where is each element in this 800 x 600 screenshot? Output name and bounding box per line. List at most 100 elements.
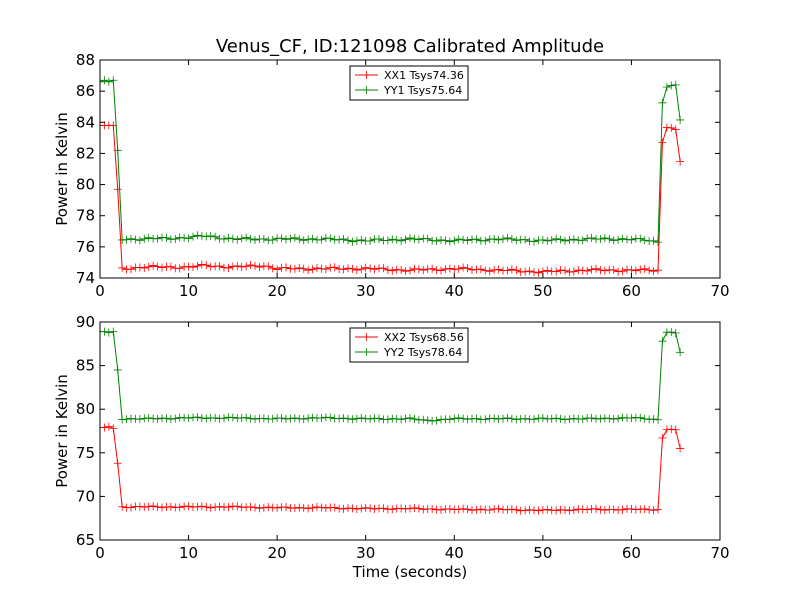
- data-point-marker: [330, 263, 339, 272]
- data-point-marker: [144, 413, 153, 422]
- data-point-marker: [476, 265, 485, 274]
- data-point-marker: [202, 414, 211, 423]
- legend-entry-label: XX1 Tsys74.36: [384, 69, 464, 82]
- data-point-marker: [357, 235, 366, 244]
- data-point-marker: [485, 267, 494, 276]
- data-point-marker: [445, 264, 454, 273]
- data-point-marker: [414, 504, 423, 513]
- legend-box: [349, 327, 469, 363]
- data-point-marker: [618, 234, 627, 243]
- data-point-marker: [317, 235, 326, 244]
- data-point-marker: [321, 265, 330, 274]
- data-point-marker: [671, 125, 680, 134]
- data-point-marker: [578, 415, 587, 424]
- y-tick-label: 86: [76, 82, 95, 100]
- data-point-marker: [627, 235, 636, 244]
- data-point-marker: [552, 267, 561, 276]
- data-point-marker: [614, 414, 623, 423]
- data-point-marker: [445, 415, 454, 424]
- data-point-marker: [175, 264, 184, 273]
- axes-frame: [99, 321, 721, 541]
- data-point-marker: [583, 505, 592, 514]
- legend-entry-label: YY1 Tsys75.64: [383, 84, 462, 97]
- data-point-marker: [428, 504, 437, 513]
- data-point-marker: [113, 146, 122, 155]
- data-point-marker: [565, 415, 574, 424]
- data-point-marker: [348, 504, 357, 513]
- data-point-marker: [220, 235, 228, 244]
- data-point-marker: [636, 413, 645, 422]
- data-point-marker: [543, 236, 552, 245]
- data-point-marker: [569, 235, 578, 244]
- legend: XX2 Tsys68.56 YY2 Tsys78.64: [349, 327, 469, 363]
- data-point-marker: [583, 234, 592, 243]
- data-point-marker: [246, 260, 255, 269]
- data-point-marker: [552, 506, 561, 515]
- data-point-marker: [237, 262, 246, 271]
- data-point-marker: [251, 235, 259, 244]
- data-point-marker: [286, 414, 295, 423]
- data-point-marker: [406, 266, 414, 275]
- data-point-marker: [193, 231, 202, 240]
- y-axis-label: Power in Kelvin: [53, 112, 71, 226]
- data-point-marker: [556, 266, 565, 275]
- data-point-marker: [228, 234, 237, 243]
- legend-swatch-marker: [362, 86, 371, 94]
- data-point-marker: [100, 77, 104, 86]
- data-point-marker: [627, 505, 636, 514]
- data-point-marker: [423, 265, 432, 274]
- data-point-marker: [282, 503, 290, 512]
- data-point-marker: [583, 267, 592, 276]
- y-tick-label: 84: [76, 113, 95, 131]
- y-tick-label: 76: [76, 238, 95, 256]
- data-point-marker: [490, 265, 499, 274]
- data-point-marker: [255, 263, 264, 272]
- data-point-marker: [197, 414, 206, 423]
- data-point-marker: [631, 505, 640, 514]
- data-point-marker: [127, 265, 135, 274]
- data-point-marker: [308, 234, 317, 243]
- data-point-marker: [649, 236, 658, 245]
- data-point-marker: [113, 459, 122, 468]
- data-point-marker: [538, 235, 547, 244]
- data-point-marker: [326, 234, 335, 243]
- data-point-marker: [189, 263, 197, 272]
- y-tick-label: 82: [76, 144, 95, 162]
- chart-panel-2: 0 10 20 30 40 50 60 70 65 70 75 80 85 90 Power in Kelv…: [53, 313, 730, 581]
- data-point-marker: [224, 234, 233, 243]
- data-point-marker: [556, 235, 565, 244]
- data-point-marker: [162, 414, 171, 423]
- x-tick-label: 0: [95, 282, 105, 300]
- x-axis-label: Time (seconds): [352, 563, 468, 581]
- data-point-marker: [614, 235, 623, 244]
- data-point-marker: [406, 413, 414, 422]
- data-point-marker: [335, 264, 344, 273]
- data-point-marker: [304, 414, 313, 423]
- data-point-marker: [264, 503, 273, 512]
- data-point-marker: [512, 415, 521, 424]
- data-point-marker: [268, 264, 277, 273]
- data-point-marker: [308, 413, 317, 422]
- data-point-marker: [521, 506, 530, 515]
- data-point-marker: [153, 262, 162, 271]
- data-point-marker: [534, 268, 543, 277]
- data-point-marker: [618, 505, 627, 514]
- data-point-marker: [512, 236, 521, 245]
- data-point-marker: [228, 413, 237, 422]
- data-point-marker: [189, 232, 197, 241]
- data-point-marker: [348, 264, 357, 273]
- data-point-marker: [246, 414, 255, 423]
- y-tick-label: 85: [76, 357, 95, 375]
- x-tick-label: 20: [268, 544, 287, 562]
- data-point-marker: [388, 235, 397, 244]
- data-point-marker: [481, 415, 490, 424]
- data-point-marker: [530, 268, 538, 277]
- data-point-marker: [397, 236, 406, 245]
- data-point-marker: [113, 365, 122, 374]
- data-point-marker: [454, 264, 463, 273]
- data-point-marker: [246, 502, 255, 511]
- y-axis-label: Power in Kelvin: [53, 374, 71, 488]
- data-point-marker: [361, 263, 370, 272]
- data-point-marker: [654, 415, 662, 424]
